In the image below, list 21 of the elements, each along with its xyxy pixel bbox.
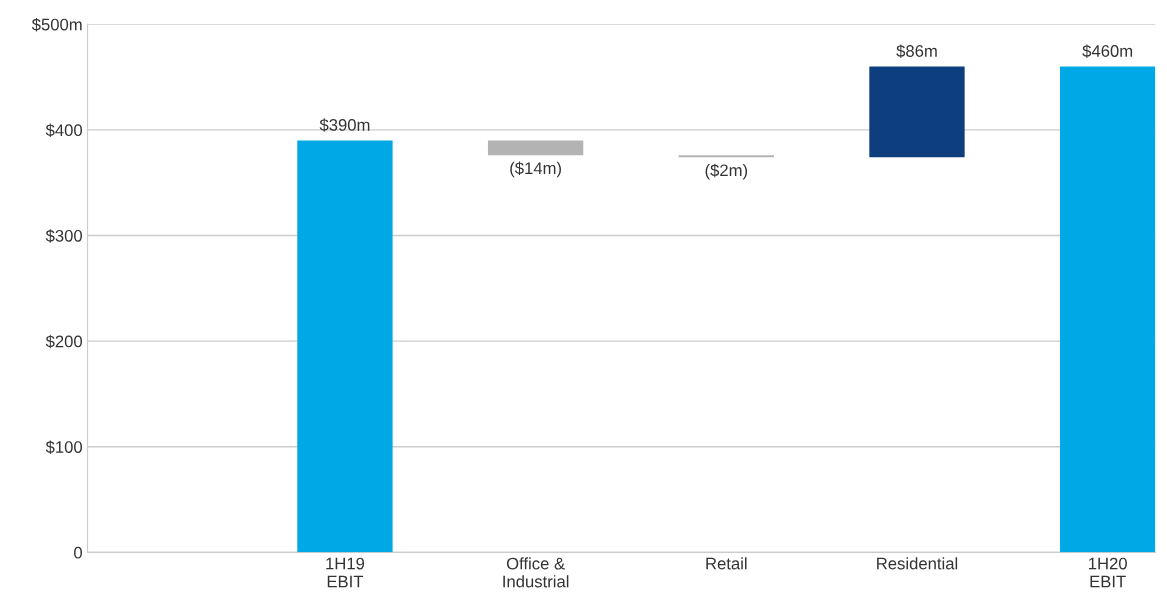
data-label: $460m	[1082, 44, 1133, 58]
bar	[297, 140, 393, 553]
bar	[869, 66, 965, 158]
y-tick-label: $400	[45, 123, 83, 138]
y-tick-label: $500m	[31, 17, 82, 32]
bar	[678, 155, 774, 158]
data-label: ($14m)	[510, 161, 561, 178]
y-tick-label: 0	[74, 546, 83, 559]
data-label: $86m	[896, 44, 937, 58]
bar	[1059, 66, 1156, 553]
data-label: ($2m)	[705, 163, 748, 180]
y-tick-label: $100	[45, 440, 83, 454]
x-tick-label: Retail	[706, 557, 747, 570]
x-tick-label: 1H20 EBIT	[1089, 557, 1127, 588]
bar	[487, 140, 584, 156]
x-tick-label: Residential	[877, 557, 958, 570]
data-label: $390m	[319, 118, 370, 132]
y-tick-label: $200	[45, 334, 83, 349]
y-tick-label: $300	[45, 229, 83, 243]
x-tick-label: Office & Industrial	[503, 557, 569, 588]
x-tick-label: 1H19 EBIT	[326, 557, 365, 588]
